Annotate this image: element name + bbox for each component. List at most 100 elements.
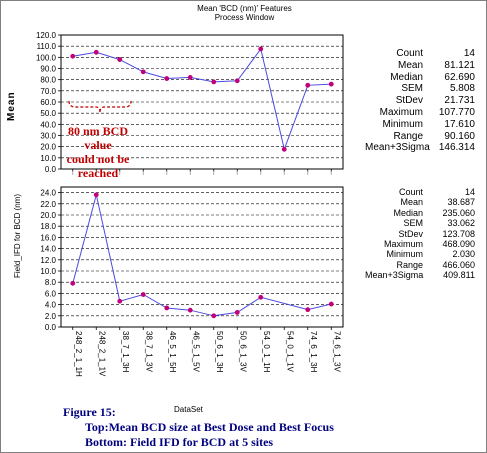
stat-label: StDev <box>395 95 423 107</box>
stat-value: 107.770 <box>438 106 475 118</box>
chart-subtitle: Process Window <box>214 13 275 22</box>
stat-label: Mean <box>400 197 423 208</box>
bottom-data-point <box>234 310 240 315</box>
stat-value: 235.060 <box>442 207 475 218</box>
stat-row: Minimum 17.610 <box>365 119 475 131</box>
bottom-data-point <box>258 294 264 300</box>
bottom-data-point <box>305 307 311 313</box>
stat-row: Mean 38.687 <box>365 197 475 207</box>
top-y-tick-label: 40.0 <box>40 120 56 129</box>
bottom-y-tick-label: 4.0 <box>45 301 57 310</box>
stat-value: 14 <box>463 48 475 59</box>
stat-value: 17.610 <box>444 118 475 130</box>
stat-value: 146.314 <box>438 142 475 154</box>
stat-value: 2.030 <box>452 249 475 260</box>
stat-value: 62.690 <box>444 71 475 83</box>
chart-title: Mean 'BCD (nm)' Features <box>197 4 292 13</box>
x-tick-label: 54_0_1_1V <box>285 331 294 373</box>
bottom-data-point <box>164 305 170 311</box>
top-data-point <box>117 57 123 62</box>
x-tick-label: 54_0_1_1H <box>262 331 271 373</box>
annotation-line-2: could not be <box>66 152 130 166</box>
stat-row: StDev 21.731 <box>365 95 475 107</box>
stat-row: SEM 5.808 <box>365 83 475 95</box>
stat-label: Minimum <box>386 249 423 260</box>
bottom-stats-panel: Count 14 Mean 38.687 Median 235.060 SEM 33.0… <box>365 187 475 281</box>
top-data-point <box>211 79 217 85</box>
top-y-tick-label: 60.0 <box>40 98 56 107</box>
top-data-point <box>93 49 99 55</box>
stat-row: Mean+3Sigma 146.314 <box>365 142 475 154</box>
top-y-tick-label: 110.0 <box>37 42 57 51</box>
stat-label: Mean <box>397 59 423 71</box>
top-y-tick-label: 10.0 <box>40 154 56 163</box>
stat-row: Maximum 468.090 <box>365 239 475 249</box>
top-data-point <box>234 78 240 84</box>
stat-value: 466.060 <box>442 259 475 270</box>
stat-value: 468.090 <box>442 239 475 250</box>
bottom-y-tick-label: 18.0 <box>40 222 56 231</box>
stat-label: Minimum <box>382 118 423 130</box>
x-tick-label: 38_7_1_3V <box>144 331 153 373</box>
stat-row: Count 14 <box>365 48 475 60</box>
stat-label: Mean+3Sigma <box>365 142 430 154</box>
annotation-brace <box>68 100 132 114</box>
top-y-tick-label: 70.0 <box>40 87 56 96</box>
stat-label: Count <box>396 48 423 59</box>
x-tick-label: 46_5_1_5V <box>191 331 200 373</box>
bottom-y-tick-label: 0.0 <box>45 323 57 332</box>
stat-label: SEM <box>401 83 423 95</box>
stat-value: 90.160 <box>444 130 475 142</box>
bottom-y-tick-label: 16.0 <box>40 233 56 242</box>
x-tick-label: 46_5_1_5H <box>168 331 177 373</box>
bottom-data-point <box>70 280 76 286</box>
stat-label: Mean+3Sigma <box>365 270 424 281</box>
top-y-tick-label: 20.0 <box>40 143 56 152</box>
annotation-line-1: 80 nm BCD value <box>67 124 128 152</box>
bottom-series-line <box>72 194 332 317</box>
x-tick-label: 248_2_1_1H <box>74 331 83 377</box>
bottom-y-tick-label: 2.0 <box>45 312 57 321</box>
top-data-point <box>281 146 287 152</box>
top-y-tick-label: 100.0 <box>36 53 57 62</box>
stat-row: Median 62.690 <box>365 72 475 84</box>
x-tick-label: 248_2_1_1V <box>97 331 106 377</box>
top-data-point <box>305 82 311 88</box>
bottom-data-point <box>117 298 123 304</box>
stat-label: SEM <box>403 218 423 229</box>
top-data-point <box>187 75 193 80</box>
stat-value: 21.731 <box>444 95 475 107</box>
annotation-note: 80 nm BCD value could not be reached <box>53 124 143 180</box>
stat-row: Minimum 2.030 <box>365 249 475 259</box>
stat-row: Range 90.160 <box>365 131 475 143</box>
stat-value: 123.708 <box>442 228 475 239</box>
caption-line-bottom: Bottom: Field IFD for BCD at 5 sites <box>85 435 274 449</box>
caption-line-top: Top:Mean BCD size at Best Dose and Best … <box>85 420 334 434</box>
top-data-point <box>164 76 170 81</box>
stat-value: 5.808 <box>449 83 475 95</box>
stat-label: Median <box>393 207 423 218</box>
bottom-data-point <box>187 307 193 313</box>
stat-value: 38.687 <box>447 197 475 208</box>
bottom-data-point <box>93 192 99 198</box>
stat-label: Range <box>396 259 423 270</box>
top-series-line <box>72 47 332 152</box>
stat-row: Median 235.060 <box>365 208 475 218</box>
stat-row: StDev 123.708 <box>365 229 475 239</box>
stat-label: Maximum <box>379 106 423 118</box>
stat-label: Count <box>398 187 423 197</box>
top-y-tick-label: 90.0 <box>40 65 56 74</box>
stat-row: Mean+3Sigma 409.811 <box>365 270 475 280</box>
x-tick-label: 38_7_1_3H <box>121 331 130 373</box>
top-y-tick-label: 50.0 <box>40 109 56 118</box>
stat-value: 33.062 <box>447 218 475 229</box>
bottom-y-tick-label: 14.0 <box>40 245 56 254</box>
caption-figure-number: Figure 15: <box>63 405 116 419</box>
stat-row: Maximum 107.770 <box>365 107 475 119</box>
top-y-tick-label: 0.0 <box>45 165 57 174</box>
top-data-point <box>140 69 146 75</box>
stat-row: Mean 81.121 <box>365 60 475 72</box>
bottom-data-point <box>211 313 217 319</box>
top-y-tick-label: 30.0 <box>40 132 56 141</box>
